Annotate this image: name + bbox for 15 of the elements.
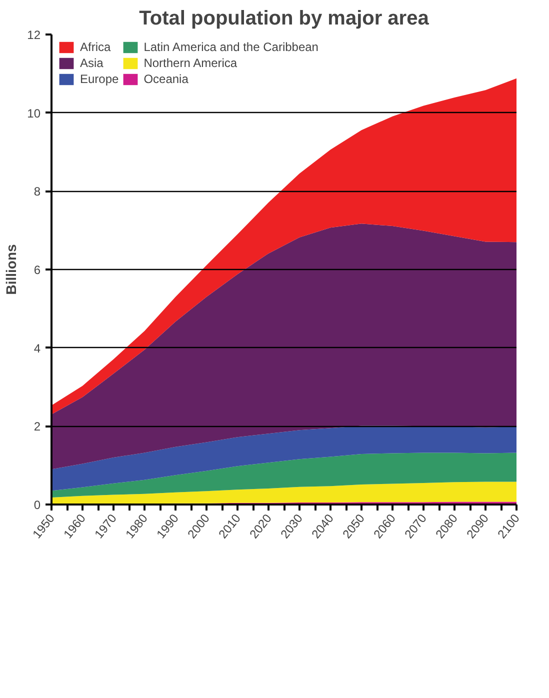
legend-label: Europe	[80, 72, 119, 86]
chart-title: Total population by major area	[139, 8, 430, 30]
legend-label: Oceania	[144, 72, 188, 86]
y-axis-title: Billions	[3, 244, 20, 295]
y-tick-label: 2	[34, 420, 41, 434]
y-tick-label: 12	[27, 28, 41, 42]
legend-label: Latin America and the Caribbean	[144, 40, 318, 54]
legend-label: Africa	[80, 40, 111, 54]
y-tick-label: 0	[34, 498, 41, 512]
y-tick-label: 6	[34, 263, 41, 277]
y-tick-label: 8	[34, 184, 41, 199]
legend-label: Northern America	[144, 56, 238, 70]
y-tick-label: 4	[34, 341, 41, 356]
legend-label: Asia	[80, 56, 104, 70]
y-tick-label: 10	[27, 106, 41, 120]
